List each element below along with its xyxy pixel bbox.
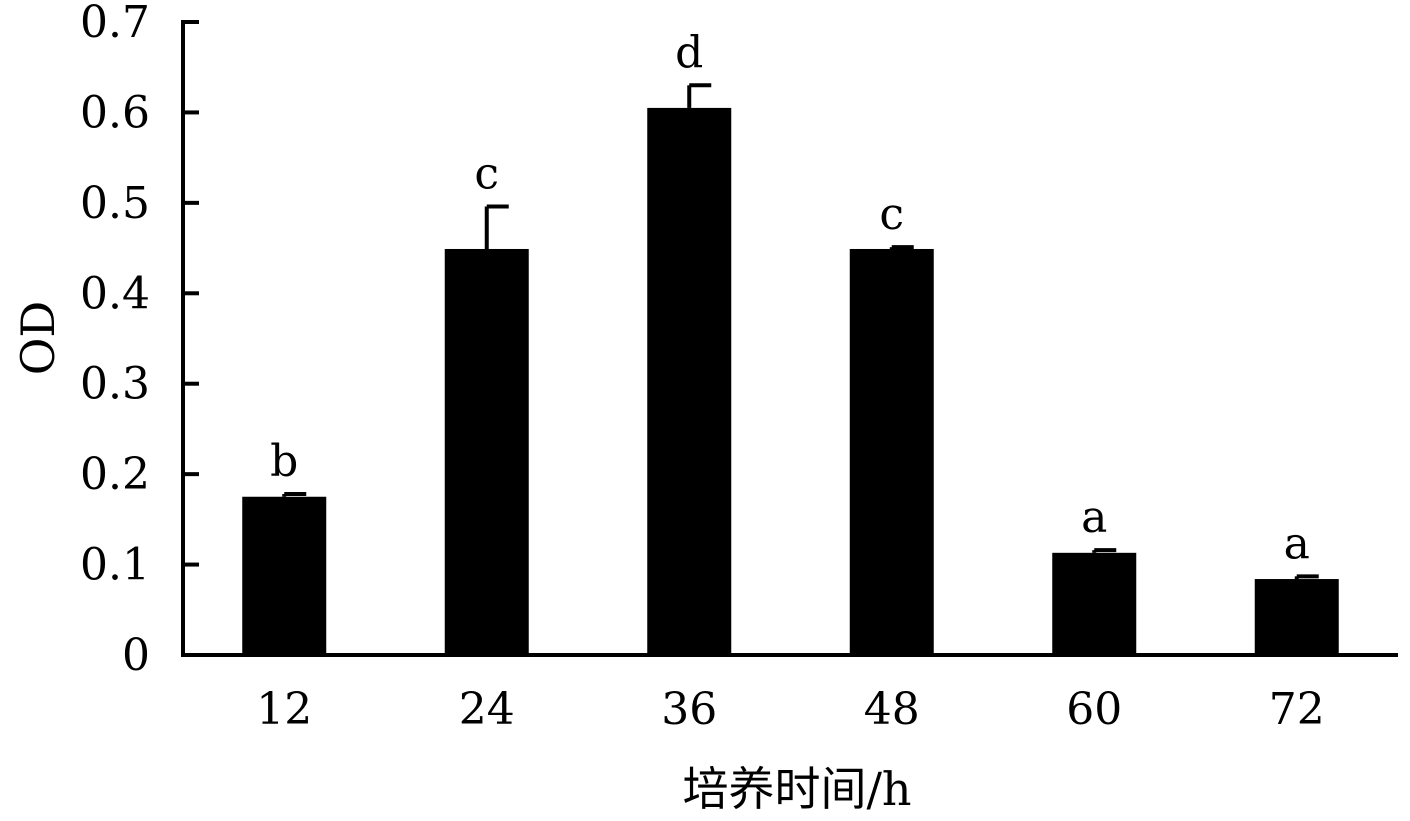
- y-tick-label: 0.1: [80, 540, 150, 591]
- bar: [444, 248, 529, 655]
- x-tick-label: 60: [1066, 684, 1122, 735]
- y-tick-label: 0.3: [80, 359, 150, 410]
- y-tick-label: 0.2: [80, 449, 150, 500]
- bar: [1254, 579, 1339, 655]
- x-tick-label: 72: [1269, 684, 1325, 735]
- y-axis-ticks: 0 0.1 0.2 0.3 0.4 0.5 0.6 0.7: [80, 0, 199, 681]
- bars-group: [242, 107, 1339, 655]
- x-tick-label: 48: [864, 684, 920, 735]
- y-tick-label: 0.5: [80, 178, 150, 229]
- y-tick-label: 0: [122, 630, 150, 681]
- y-tick-label: 0.7: [80, 0, 150, 48]
- error-bars-group: [282, 83, 1319, 580]
- x-tick-label: 24: [459, 684, 515, 735]
- significance-letter: c: [879, 189, 904, 240]
- significance-letter: a: [1284, 518, 1310, 569]
- x-axis-label: 培养时间/h: [682, 762, 911, 816]
- x-tick-label: 36: [661, 684, 717, 735]
- x-axis-ticks: 12 24 36 48 60 72: [256, 684, 1325, 735]
- significance-letter: a: [1081, 492, 1107, 543]
- y-axis-label: OD: [11, 301, 65, 376]
- significance-letters-group: b c d c a a: [270, 27, 1310, 569]
- bar: [849, 248, 934, 655]
- significance-letter: d: [675, 27, 703, 78]
- significance-letter: b: [270, 436, 298, 487]
- bar: [1052, 552, 1137, 655]
- bar: [647, 107, 732, 655]
- y-tick-label: 0.6: [80, 87, 150, 138]
- x-tick-label: 12: [256, 684, 312, 735]
- y-tick-label: 0.4: [80, 268, 150, 319]
- significance-letter: c: [474, 148, 499, 199]
- bar: [242, 496, 327, 655]
